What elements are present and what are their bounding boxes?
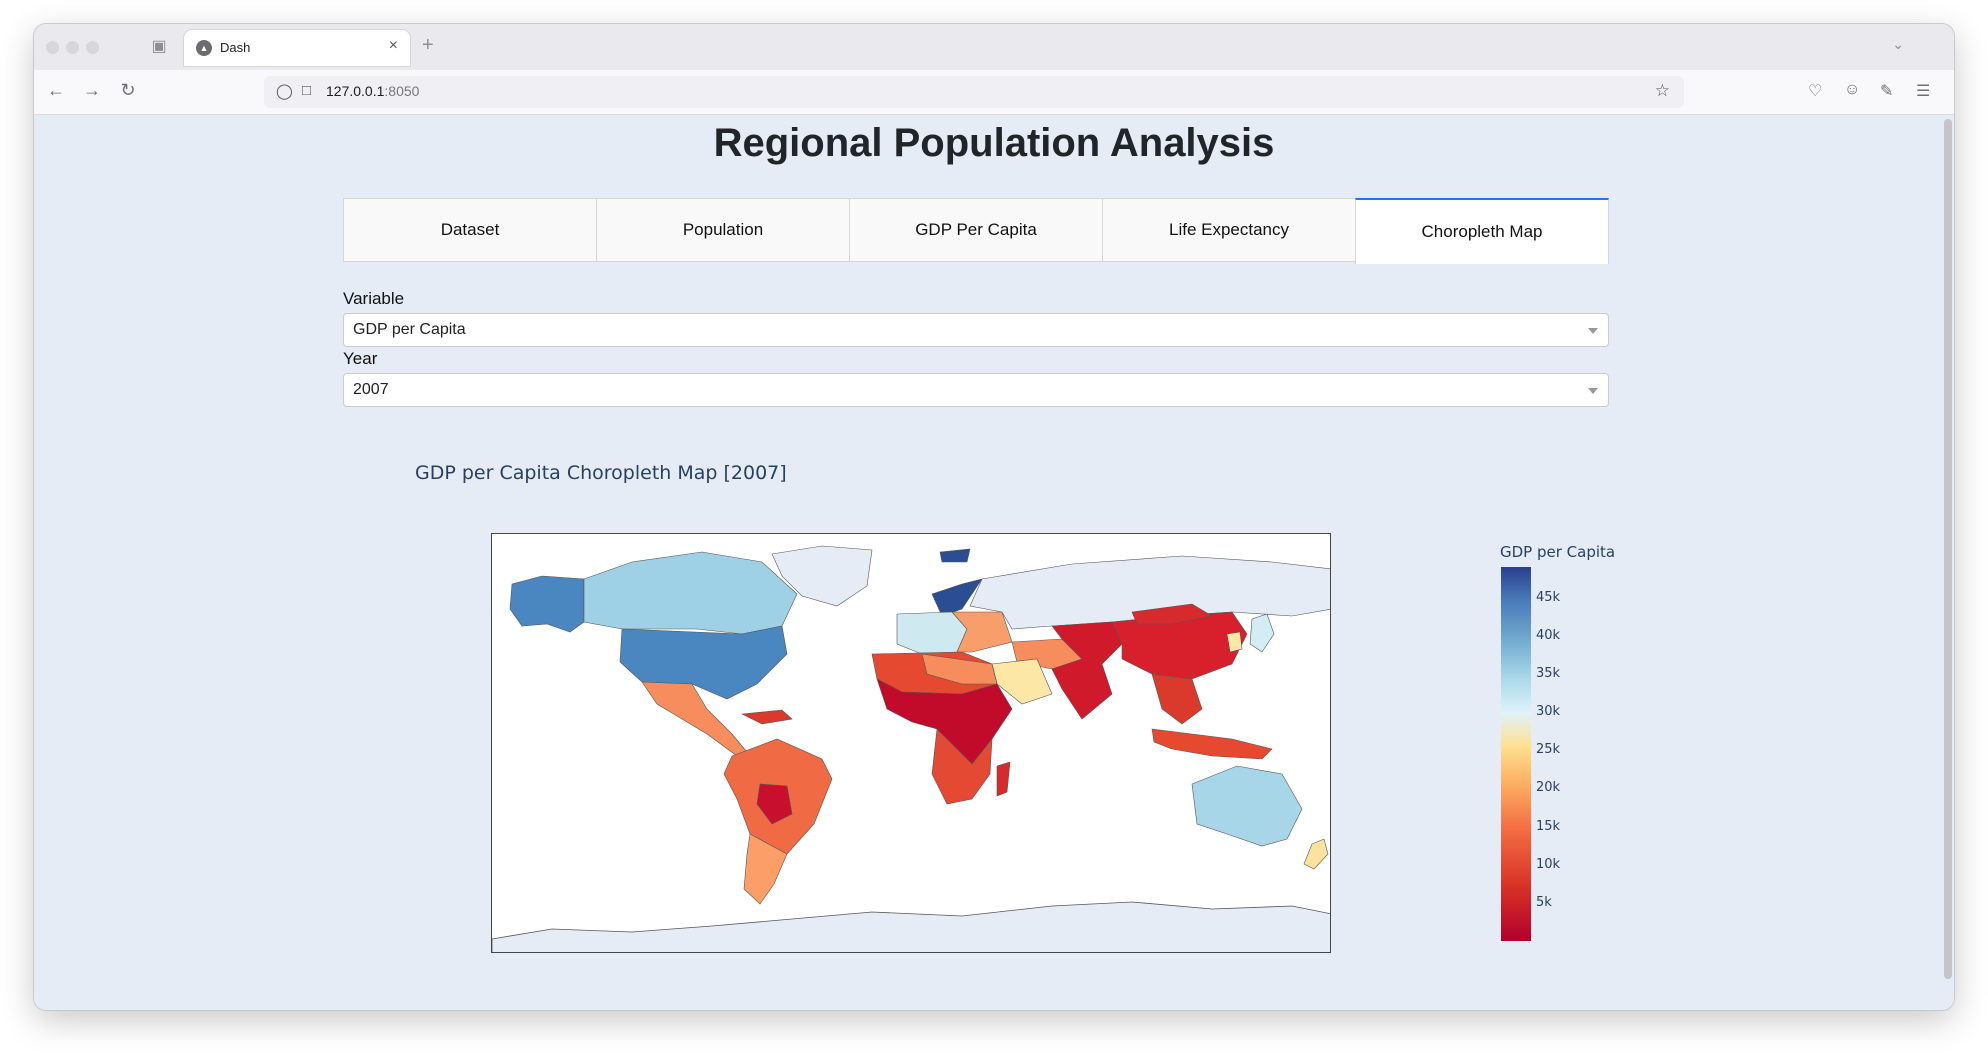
sidebar-toggle-icon[interactable]: ▣ xyxy=(151,38,167,55)
minimize-window-dot[interactable] xyxy=(66,41,79,54)
new-tab-icon[interactable]: + xyxy=(422,34,434,56)
region-madagascar xyxy=(996,761,1011,797)
tab-life-expectancy[interactable]: Life Expectancy xyxy=(1102,198,1355,262)
variable-selected-value: GDP per Capita xyxy=(353,321,466,338)
colorbar-tick-label: 30k xyxy=(1536,704,1561,720)
tab-dataset[interactable]: Dataset xyxy=(343,198,596,262)
browser-tab[interactable]: ▲ Dash × xyxy=(184,30,410,66)
colorbar xyxy=(1501,567,1531,941)
year-dropdown[interactable]: 2007 xyxy=(343,373,1609,407)
colorbar-tick-label: 20k xyxy=(1536,780,1561,796)
menu-icon[interactable]: ☰ xyxy=(1916,83,1931,100)
account-icon[interactable]: ☺ xyxy=(1844,81,1861,98)
colorbar-tick-label: 10k xyxy=(1536,856,1561,872)
tab-choropleth-map[interactable]: Choropleth Map xyxy=(1355,198,1609,264)
region-south-central-asia xyxy=(1051,621,1123,720)
region-new-zealand xyxy=(1303,838,1329,870)
page-scrollbar[interactable] xyxy=(1942,115,1954,1010)
url-text[interactable]: 127.0.0.1:8050 xyxy=(326,83,419,99)
colorbar-tick-label: 35k xyxy=(1536,665,1561,681)
bookmark-star-icon[interactable]: ☆ xyxy=(1654,81,1670,100)
choropleth-map[interactable] xyxy=(491,533,1331,953)
shield-icon[interactable]: ◯ xyxy=(276,83,293,100)
close-tab-icon[interactable]: × xyxy=(388,37,398,54)
region-australia xyxy=(1191,765,1303,847)
url-port: :8050 xyxy=(384,83,420,99)
region-caribbean xyxy=(740,709,793,725)
region-mongolia xyxy=(1131,603,1213,625)
colorbar-tick-label: 45k xyxy=(1536,589,1561,605)
world-map-svg[interactable] xyxy=(492,534,1331,953)
dash-favicon-icon: ▲ xyxy=(196,40,212,56)
region-greenland xyxy=(771,545,873,607)
colorbar-tick-label: 40k xyxy=(1536,627,1561,643)
colorbar-tick-label: 25k xyxy=(1536,742,1561,758)
page-info-icon[interactable]: □ xyxy=(302,82,312,99)
region-korea xyxy=(1226,631,1243,653)
region-svalbard xyxy=(939,548,971,563)
region-bolivia-paraguay xyxy=(756,783,793,825)
colorbar-tick-label: 15k xyxy=(1536,818,1561,834)
colorbar-tick-label: 5k xyxy=(1536,894,1552,910)
year-selected-value: 2007 xyxy=(353,381,389,398)
tab-population[interactable]: Population xyxy=(596,198,849,262)
browser-tab-bar: ▣ ▲ Dash × + ⌄ xyxy=(34,24,1954,70)
region-japan xyxy=(1249,613,1275,653)
forward-arrow-icon[interactable]: → xyxy=(83,80,101,100)
browser-tab-title: Dash xyxy=(220,40,251,55)
chevron-down-icon[interactable]: ⌄ xyxy=(1892,36,1904,52)
region-canada xyxy=(583,551,798,635)
page-title: Regional Population Analysis xyxy=(713,121,1275,165)
chart-title: GDP per Capita Choropleth Map [2007] xyxy=(415,462,787,484)
page-viewport: Regional Population Analysis Dataset Pop… xyxy=(34,115,1954,1010)
reload-icon[interactable]: ↻ xyxy=(120,80,136,100)
extensions-icon[interactable]: ✎ xyxy=(1880,83,1894,100)
pocket-icon[interactable]: ♡ xyxy=(1808,83,1823,100)
region-western-europe xyxy=(896,611,968,655)
back-arrow-icon[interactable]: ← xyxy=(47,80,65,100)
url-host: 127.0.0.1 xyxy=(326,83,385,99)
variable-dropdown[interactable]: GDP per Capita xyxy=(343,313,1609,347)
colorbar-title: GDP per Capita xyxy=(1500,543,1616,561)
region-egypt-libya xyxy=(921,653,998,685)
region-usa xyxy=(619,625,788,700)
maximize-window-dot[interactable] xyxy=(86,41,99,54)
tab-gdp-per-capita[interactable]: GDP Per Capita xyxy=(849,198,1102,262)
url-bar[interactable]: ◯ □ 127.0.0.1:8050 ☆ xyxy=(264,76,1684,108)
dropdown-caret-icon[interactable] xyxy=(1588,388,1598,394)
browser-nav-bar: ← → ↻ ◯ □ 127.0.0.1:8050 ☆ ♡ ☺ ✎ ☰ xyxy=(34,70,1954,115)
region-southeast-asia xyxy=(1151,673,1203,725)
region-southern-africa xyxy=(931,728,993,805)
browser-window: ▣ ▲ Dash × + ⌄ ← → ↻ ◯ □ 127.0.0.1:8050 … xyxy=(34,24,1954,1010)
tab-bar: Dataset Population GDP Per Capita Life E… xyxy=(343,198,1609,264)
dropdown-caret-icon[interactable] xyxy=(1588,328,1598,334)
year-label: Year xyxy=(343,349,378,368)
region-antarctica xyxy=(492,901,1330,952)
region-indonesia xyxy=(1151,728,1273,760)
variable-label: Variable xyxy=(343,289,405,308)
region-argentina xyxy=(743,833,788,905)
close-window-dot[interactable] xyxy=(46,41,59,54)
region-alaska xyxy=(509,575,585,633)
scrollbar-thumb[interactable] xyxy=(1944,119,1952,979)
